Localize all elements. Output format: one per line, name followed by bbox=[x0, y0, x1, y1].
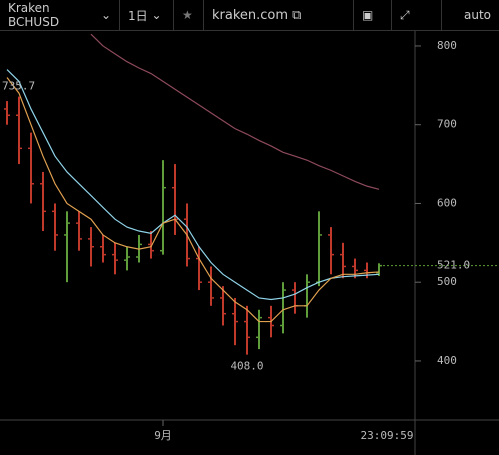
scale: auto bbox=[464, 8, 492, 22]
y-tick-label: 600 bbox=[437, 196, 457, 209]
x-tick-label: 9月 bbox=[154, 429, 172, 442]
time-label: 23:09:59 bbox=[361, 429, 414, 442]
y-tick-label: 500 bbox=[437, 275, 457, 288]
y-tick-label: 800 bbox=[437, 39, 457, 52]
plot bbox=[4, 33, 382, 355]
interval: 1日 bbox=[128, 8, 148, 23]
last-price-label: 521.0 bbox=[437, 259, 470, 272]
symbol: Kraken BCHUSD bbox=[8, 1, 60, 29]
low-label: 408.0 bbox=[230, 360, 263, 373]
interval-button[interactable]: 1日 ⌄ bbox=[120, 0, 174, 30]
y-tick-label: 400 bbox=[437, 354, 457, 367]
symbol-button[interactable]: Kraken BCHUSD ⌄ bbox=[0, 0, 120, 30]
star-button[interactable]: ★ bbox=[174, 0, 204, 30]
high-label: 735.7 bbox=[2, 80, 35, 93]
site: kraken.com bbox=[212, 7, 289, 23]
snapshot-button[interactable]: ▣ bbox=[354, 0, 392, 30]
fullscreen-button[interactable]: ⤢ bbox=[392, 0, 442, 30]
scale-button[interactable]: auto bbox=[442, 0, 499, 30]
toolbar: Kraken BCHUSD ⌄ 1日 ⌄ ★ kraken.com ⧉ ▣ ⤢ … bbox=[0, 0, 499, 31]
moving-average-line bbox=[90, 33, 380, 190]
moving-average-line bbox=[6, 77, 380, 323]
moving-average-line bbox=[6, 69, 380, 301]
site-link[interactable]: kraken.com ⧉ bbox=[204, 0, 354, 30]
y-tick-label: 700 bbox=[437, 118, 457, 131]
